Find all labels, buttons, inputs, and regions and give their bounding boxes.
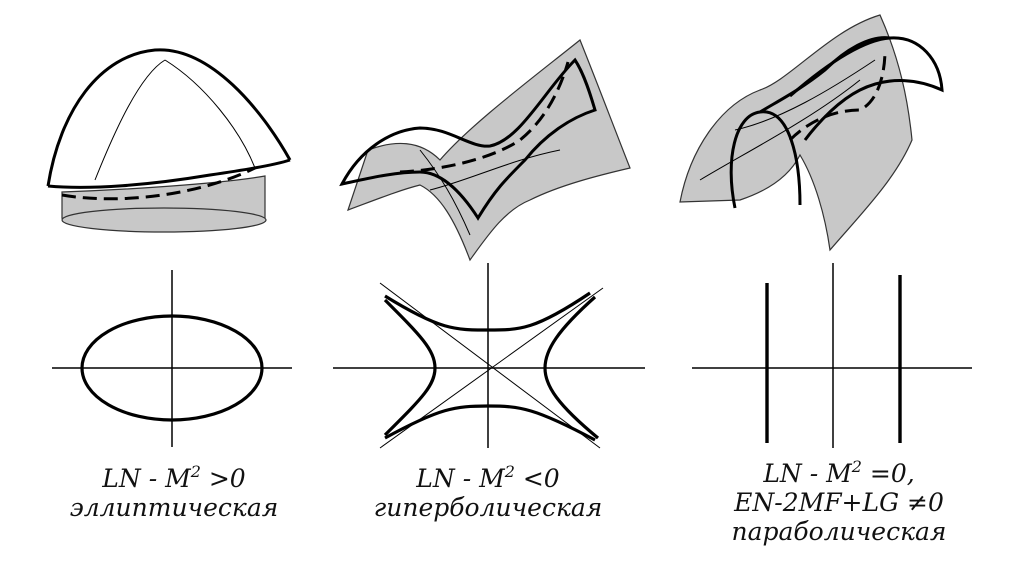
parabolic-extra-condition: EN-2MF+LG ≠0 [708,488,970,517]
hyperbolic-caption: LN - M2 <0 гиперболическая [370,464,606,522]
elliptic-type-label: эллиптическая [62,493,286,522]
parabolic-indicatrix [692,263,972,448]
hyperbolic-gray-sheet [348,40,630,260]
parabolic-condition: LN - M2 =0, [708,459,970,488]
elliptic-surface-3d [48,50,290,232]
elliptic-base-ellipse [62,208,266,232]
elliptic-inner-curve-1 [95,60,165,180]
hyperbolic-indicatrix [333,263,645,448]
hyperbola-branch-bottom [385,406,595,440]
hyperbolic-condition: LN - M2 <0 [370,464,606,493]
parabolic-surface-3d [680,15,942,250]
elliptic-condition: LN - M2 >0 [62,464,286,493]
elliptic-caption: LN - M2 >0 эллиптическая [62,464,286,522]
hyperbolic-type-label: гиперболическая [370,493,606,522]
elliptic-indicatrix [52,270,292,447]
elliptic-inner-curve-2 [165,60,255,168]
parabolic-caption: LN - M2 =0, EN-2MF+LG ≠0 параболическая [708,459,970,546]
hyperbolic-surface-3d [342,40,630,260]
parabolic-type-label: параболическая [708,517,970,546]
